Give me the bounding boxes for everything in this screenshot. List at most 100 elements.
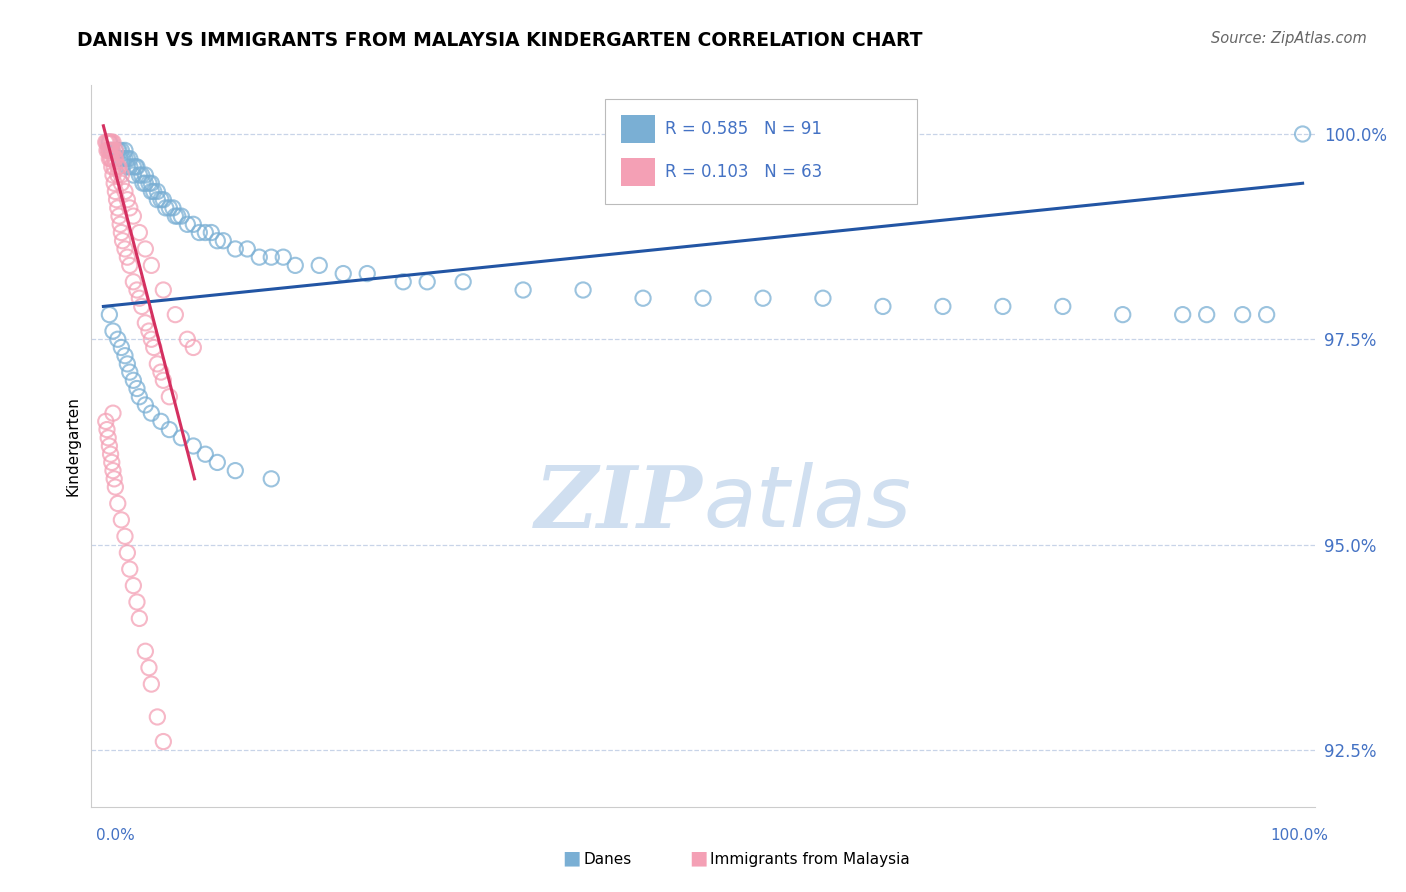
Point [107,201,129,215]
Point [111,152,134,166]
Point [194,447,217,461]
Point [141,677,163,691]
Text: Danes: Danes [583,852,631,867]
Point [98,144,121,158]
Point [110,226,132,240]
Point [103,472,125,486]
Point [152,193,174,207]
Point [138,176,160,190]
Point [260,250,283,264]
Point [101,464,124,478]
Text: Immigrants from Malaysia: Immigrants from Malaysia [710,852,910,867]
Point [128,168,150,182]
Point [142,341,165,355]
Point [110,176,132,190]
Point [149,365,172,379]
Point [155,201,177,215]
Point [104,144,127,158]
Point [125,283,148,297]
Text: ■: ■ [562,848,581,867]
Point [108,209,131,223]
Point [141,176,163,190]
Point [110,513,132,527]
Point [141,258,163,272]
Point [512,283,534,297]
Text: R = 0.585   N = 91: R = 0.585 N = 91 [665,120,823,137]
Point [131,300,153,314]
Point [125,160,148,174]
Point [122,578,145,592]
Text: ■: ■ [689,848,707,867]
Point [134,398,156,412]
Point [146,185,169,199]
Point [98,439,121,453]
Point [134,242,156,256]
Point [157,390,180,404]
Point [117,160,139,174]
Point [128,390,150,404]
Point [98,135,121,149]
Point [183,217,205,231]
Point [1195,308,1218,322]
Point [118,152,141,166]
Point [247,250,270,264]
Point [152,283,174,297]
Bar [621,159,655,186]
Point [117,250,139,264]
Point [100,447,122,461]
Point [122,373,145,387]
Point [170,209,193,223]
Point [170,431,193,445]
Point [122,168,145,182]
Point [692,291,714,305]
Point [1052,300,1074,314]
Point [108,152,131,166]
Point [117,152,139,166]
Point [107,168,129,182]
Point [308,258,330,272]
Point [166,209,188,223]
Point [101,144,124,158]
Point [125,382,148,396]
Point [101,324,124,338]
Point [752,291,775,305]
Point [125,595,148,609]
Point [152,373,174,387]
Point [107,144,129,158]
Point [332,267,354,281]
Text: atlas: atlas [703,462,911,545]
Point [125,160,148,174]
Text: DANISH VS IMMIGRANTS FROM MALAYSIA KINDERGARTEN CORRELATION CHART: DANISH VS IMMIGRANTS FROM MALAYSIA KINDE… [77,31,922,50]
Point [128,226,150,240]
Point [101,135,124,149]
Point [176,332,198,346]
Point [118,562,141,576]
Point [157,423,180,437]
Point [110,341,132,355]
Point [96,423,118,437]
Point [991,300,1014,314]
Point [108,160,131,174]
Point [207,455,229,469]
Point [176,217,198,231]
Point [132,176,155,190]
Point [103,152,125,166]
Point [134,176,156,190]
Point [117,546,139,560]
Point [157,201,180,215]
Text: ZIP: ZIP [536,462,703,546]
Point [98,144,121,158]
Point [107,160,129,174]
Point [118,160,141,174]
Point [134,168,156,182]
Point [134,316,156,330]
Point [872,300,894,314]
Point [165,308,187,322]
Point [284,258,307,272]
Point [128,611,150,625]
Point [110,144,132,158]
Point [149,193,172,207]
Bar [621,115,655,143]
Text: Source: ZipAtlas.com: Source: ZipAtlas.com [1211,31,1367,46]
Point [142,185,165,199]
